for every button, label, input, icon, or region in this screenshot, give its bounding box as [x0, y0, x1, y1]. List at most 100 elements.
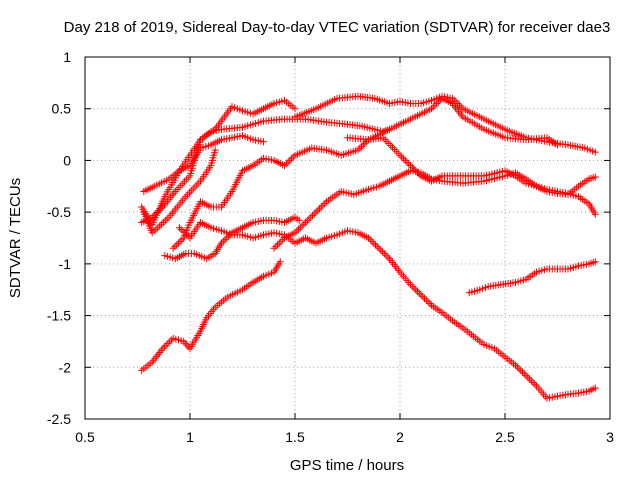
data-point: [155, 206, 163, 214]
data-point: [281, 162, 288, 170]
grid-lines: [85, 57, 610, 419]
data-point: [175, 239, 182, 247]
axis-ticks: 0.5 1 1.5 2 2.5 3 -2.5 -2 -1.5 -1 -0.5 0 0.5 1: [47, 49, 614, 445]
data-point: [591, 148, 599, 156]
data-point: [305, 215, 313, 223]
data-point: [358, 143, 365, 151]
data-point: [156, 349, 164, 356]
data-point: [591, 210, 599, 218]
data-point: [293, 227, 301, 235]
data-point: [436, 96, 444, 104]
data-point: [177, 225, 185, 233]
data-point: [150, 227, 158, 235]
data-point: [274, 241, 281, 249]
data-point: [591, 384, 599, 392]
data-point: [384, 253, 392, 261]
chart-title: Day 218 of 2019, Sidereal Day-to-day VTE…: [64, 19, 611, 36]
y-tick-label: 1: [63, 49, 71, 65]
data-point: [154, 224, 162, 232]
data-point: [513, 363, 521, 371]
data-point: [387, 257, 395, 265]
data-point: [529, 379, 537, 386]
data-point: [408, 282, 416, 290]
y-tick-label: -2.5: [47, 411, 71, 427]
x-tick-label: 1: [186, 429, 194, 445]
data-point: [295, 225, 302, 233]
data-point: [288, 155, 295, 163]
x-tick-label: 1.5: [285, 429, 305, 445]
data-point: [316, 205, 323, 213]
data-point: [531, 380, 539, 388]
data-point: [368, 237, 376, 245]
data-point: [180, 337, 188, 345]
data-point: [433, 100, 441, 107]
data-point: [286, 156, 294, 164]
data-point: [272, 243, 280, 251]
data-point: [167, 336, 175, 344]
data-point: [291, 229, 299, 237]
data-point: [356, 144, 364, 152]
data-point: [321, 200, 329, 207]
data-point: [158, 220, 165, 228]
data-point: [522, 372, 530, 380]
data-point: [395, 266, 402, 274]
data-point: [412, 286, 420, 294]
x-tick-label: 2.5: [495, 429, 515, 445]
data-point: [183, 231, 190, 239]
series-arc-4: [344, 94, 561, 149]
data-point: [426, 300, 434, 307]
data-point: [314, 206, 322, 214]
data-point: [309, 212, 316, 220]
y-tick-label: -1: [59, 256, 72, 272]
data-point: [429, 103, 437, 111]
data-point: [393, 264, 401, 272]
data-point: [414, 287, 421, 295]
x-tick-label: 3: [606, 429, 614, 445]
data-point: [512, 361, 519, 369]
data-point: [366, 236, 374, 244]
data-point: [515, 365, 523, 373]
y-tick-label: -1.5: [47, 308, 71, 324]
data-point: [312, 208, 320, 216]
data-point: [179, 227, 187, 235]
data-point: [289, 153, 297, 161]
data-point: [380, 250, 388, 257]
data-point: [554, 141, 561, 149]
x-axis-label: GPS time / hours: [290, 457, 404, 474]
data-point: [591, 258, 599, 266]
data-point: [157, 205, 165, 213]
data-point: [170, 189, 178, 197]
data-point: [527, 377, 535, 385]
data-point: [221, 236, 229, 244]
data-point: [275, 239, 283, 247]
data-point: [300, 220, 308, 228]
series-arc-10: [176, 219, 599, 402]
data-point: [398, 153, 406, 161]
data-point: [307, 213, 315, 221]
data-point: [296, 224, 304, 232]
data-point: [435, 98, 442, 106]
data-point: [173, 241, 181, 249]
data-point: [166, 338, 174, 346]
data-point: [282, 160, 290, 168]
data-point: [159, 345, 167, 353]
data-point: [152, 225, 160, 233]
data-point: [153, 208, 161, 216]
data-point: [517, 366, 525, 374]
data-point: [417, 291, 425, 299]
data-point: [591, 173, 599, 181]
x-tick-label: 0.5: [75, 429, 95, 445]
data-point: [159, 219, 167, 226]
data-point: [363, 138, 371, 145]
data-point: [389, 259, 396, 266]
plot-frame: [84, 56, 611, 420]
series-arc-3: [291, 92, 599, 156]
y-tick-label: 0.5: [52, 101, 72, 117]
data-point: [181, 339, 189, 347]
data-point: [359, 141, 367, 149]
data-points: [138, 92, 599, 402]
data-point: [260, 138, 267, 146]
data-point: [303, 217, 311, 225]
data-point: [396, 151, 404, 159]
